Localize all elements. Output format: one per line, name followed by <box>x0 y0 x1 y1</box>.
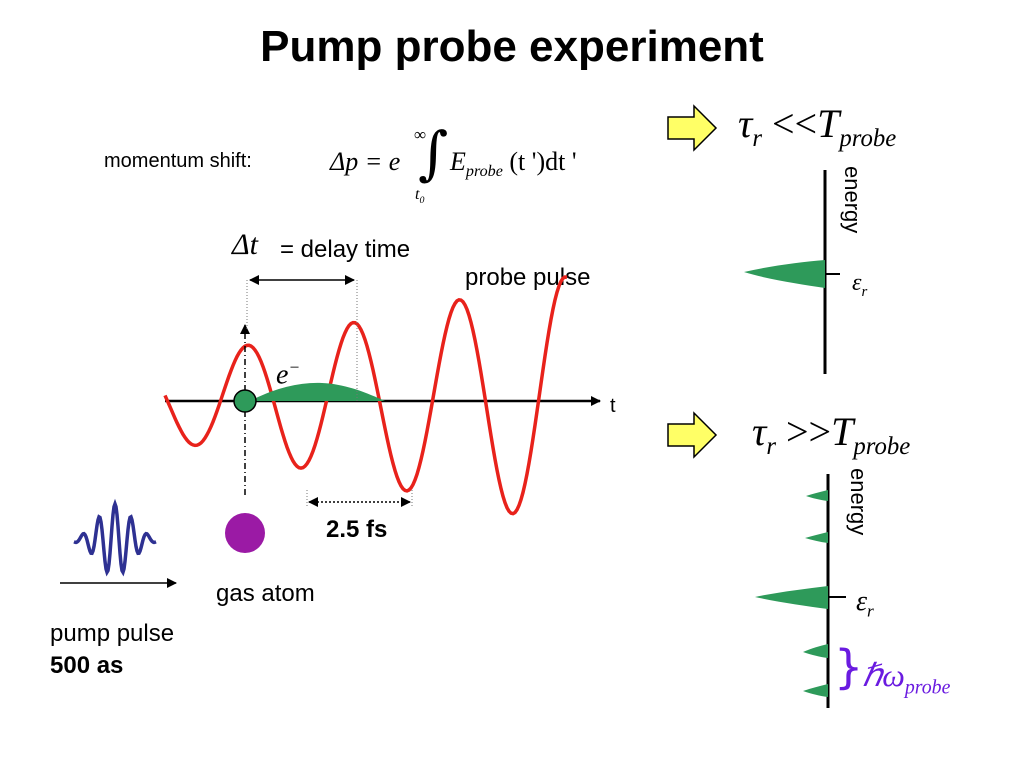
photon-spacing-brace: } <box>834 640 864 694</box>
case-long-formula: τr >>Tprobe <box>752 409 911 460</box>
epsilon-r-bottom: εr <box>856 586 874 621</box>
block-arrow-bottom <box>667 411 718 459</box>
pump-pulse-label: pump pulse <box>50 620 175 647</box>
momentum-shift-label: momentum shift: <box>104 150 252 172</box>
momentum-formula-lhs: Δp = e <box>330 147 401 176</box>
momentum-formula-integrand: Eprobe (t ')dt ' <box>450 147 577 181</box>
energy-peak-sideband-2 <box>805 532 828 543</box>
gas-atom <box>225 513 265 553</box>
t-axis-label: t <box>610 395 616 417</box>
gas-atom-label: gas atom <box>216 580 315 607</box>
energy-peak-top <box>744 260 825 288</box>
electron-wavepacket <box>250 382 385 401</box>
energy-peak-sideband-1 <box>806 490 828 501</box>
page-title: Pump probe experiment <box>260 22 764 71</box>
pump-wave <box>73 498 157 577</box>
electron-symbol: e− <box>276 358 301 391</box>
integral-sign: ∫ <box>418 119 449 187</box>
case-short-formula: τr <<Tprobe <box>738 101 897 152</box>
probe-wave <box>163 275 568 516</box>
energy-peak-sideband-3 <box>803 644 828 658</box>
energy-peak-main <box>755 586 828 609</box>
integral-upper-limit: ∞ <box>414 125 427 144</box>
electron-origin <box>233 389 257 413</box>
block-arrow-top <box>667 104 718 152</box>
probe-pulse-label: probe pulse <box>465 264 591 291</box>
period-label: 2.5 fs <box>326 516 388 543</box>
epsilon-r-top: εr <box>852 270 868 300</box>
pump-duration-label: 500 as <box>50 652 124 679</box>
delay-time-label: = delay time <box>280 236 411 263</box>
integral-lower-limit: t0 <box>415 186 425 207</box>
hbar-omega-probe: ℏωprobe <box>862 657 951 699</box>
delta-t-symbol: Δt <box>232 228 258 261</box>
energy-peak-sideband-4 <box>803 684 828 697</box>
